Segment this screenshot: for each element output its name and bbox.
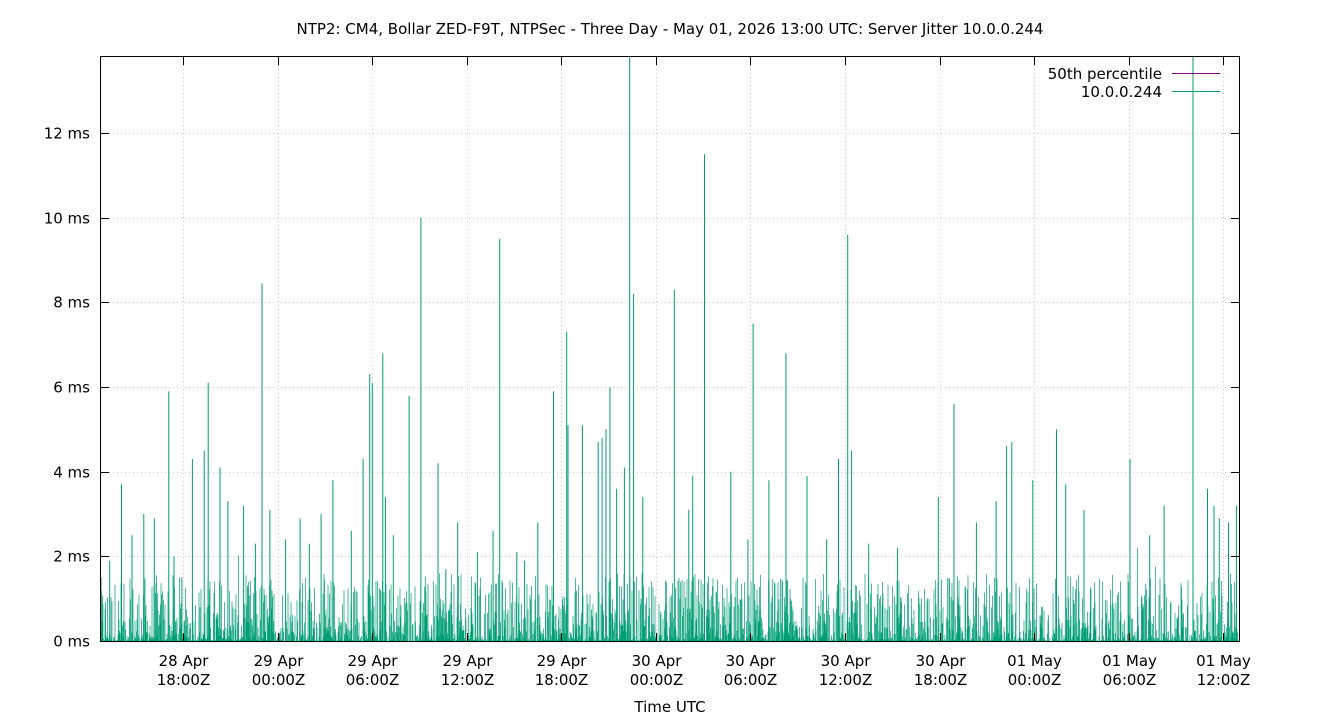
x-tick-label-date: 01 May [1007, 652, 1062, 670]
x-tick-label-date: 01 May [1102, 652, 1157, 670]
legend-label-median: 50th percentile [1048, 65, 1162, 83]
y-tick-label: 12 ms [44, 125, 90, 143]
x-tick-label-time: 12:00Z [819, 671, 873, 689]
data-series-layer [100, 57, 1240, 641]
legend: 50th percentile 10.0.0.244 [1048, 65, 1220, 101]
x-tick-label-date: 30 Apr [632, 652, 683, 670]
x-tick-label-time: 18:00Z [535, 671, 589, 689]
x-tick-label-date: 30 Apr [726, 652, 777, 670]
chart-title: NTP2: CM4, Bollar ZED-F9T, NTPSec - Thre… [297, 20, 1044, 38]
server-jitter-noise [100, 548, 1240, 641]
plot-border [100, 56, 1240, 642]
y-tick-label: 4 ms [53, 464, 90, 482]
x-tick-label-date: 29 Apr [443, 652, 494, 670]
x-tick-label-time: 06:00Z [1103, 671, 1157, 689]
x-tick-label-time: 00:00Z [252, 671, 306, 689]
x-tick-label-time: 18:00Z [914, 671, 968, 689]
x-tick-label-time: 12:00Z [1197, 671, 1251, 689]
legend-label-server: 10.0.0.244 [1081, 83, 1162, 101]
x-tick-label-time: 06:00Z [724, 671, 778, 689]
y-tick-label: 8 ms [53, 294, 90, 312]
x-tick-label-date: 30 Apr [916, 652, 967, 670]
x-tick-label-date: 29 Apr [537, 652, 588, 670]
x-tick-label-time: 00:00Z [1008, 671, 1062, 689]
x-tick-label-date: 30 Apr [821, 652, 872, 670]
x-tick-label-time: 12:00Z [441, 671, 495, 689]
x-tick-label-date: 29 Apr [348, 652, 399, 670]
x-tick-label-time: 06:00Z [346, 671, 400, 689]
y-tick-label: 2 ms [53, 548, 90, 566]
y-tick-label: 10 ms [44, 210, 90, 228]
grid-lines [101, 57, 1239, 641]
x-tick-label-date: 29 Apr [254, 652, 305, 670]
y-tick-label: 0 ms [53, 633, 90, 651]
y-axis-ticks: 0 ms 2 ms 4 ms 6 ms 8 ms 10 ms 12 ms [44, 125, 1239, 651]
x-tick-label-date: 28 Apr [159, 652, 210, 670]
x-tick-label-time: 00:00Z [630, 671, 684, 689]
x-tick-label-date: 01 May [1196, 652, 1251, 670]
x-tick-label-time: 18:00Z [157, 671, 211, 689]
x-axis-label: Time UTC [633, 698, 705, 716]
y-tick-label: 6 ms [53, 379, 90, 397]
